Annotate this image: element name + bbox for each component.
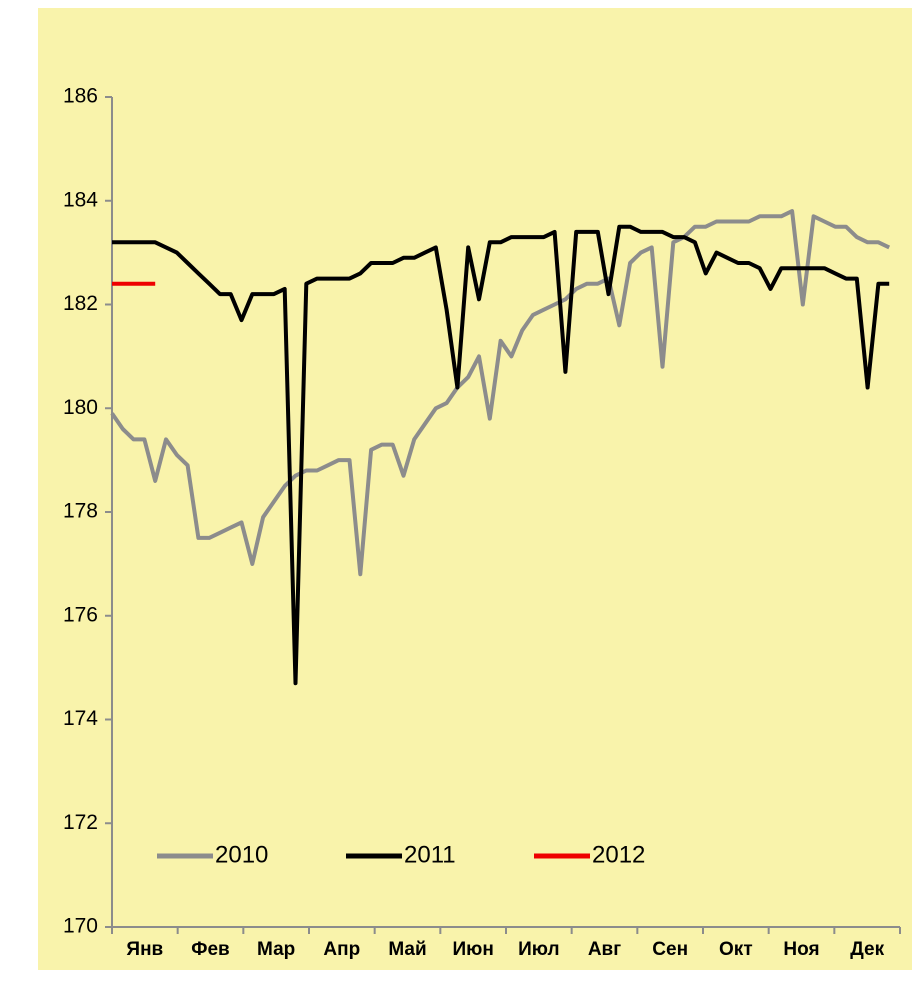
x-tick-label: Авг xyxy=(588,939,621,960)
y-tick-label: 170 xyxy=(63,915,98,938)
y-tick-label: 182 xyxy=(63,292,98,315)
x-tick-label: Сен xyxy=(652,939,688,960)
legend-label: 2012 xyxy=(592,841,645,868)
x-tick-label: Апр xyxy=(323,939,360,960)
y-tick-label: 184 xyxy=(63,188,98,211)
chart-background xyxy=(38,8,912,970)
x-tick-label: Фев xyxy=(191,939,229,960)
x-tick-label: Дек xyxy=(850,939,884,960)
x-tick-label: Янв xyxy=(126,939,163,960)
y-tick-label: 172 xyxy=(63,811,98,834)
x-tick-label: Окт xyxy=(719,939,753,960)
y-tick-label: 174 xyxy=(63,707,98,730)
y-tick-label: 180 xyxy=(63,396,98,419)
x-tick-label: Июн xyxy=(452,939,493,960)
series-line xyxy=(110,209,891,577)
series-line xyxy=(112,224,890,686)
y-tick-label: 178 xyxy=(63,500,98,523)
x-tick-label: Июл xyxy=(518,939,559,960)
x-tick-label: Май xyxy=(388,939,426,960)
legend-label: 2011 xyxy=(404,841,456,868)
y-tick-label: 176 xyxy=(63,603,98,626)
x-tick-label: Мар xyxy=(257,939,295,960)
x-tick-label: Ноя xyxy=(783,939,819,960)
legend-label: 2010 xyxy=(215,841,268,868)
y-tick-label: 186 xyxy=(63,85,98,108)
